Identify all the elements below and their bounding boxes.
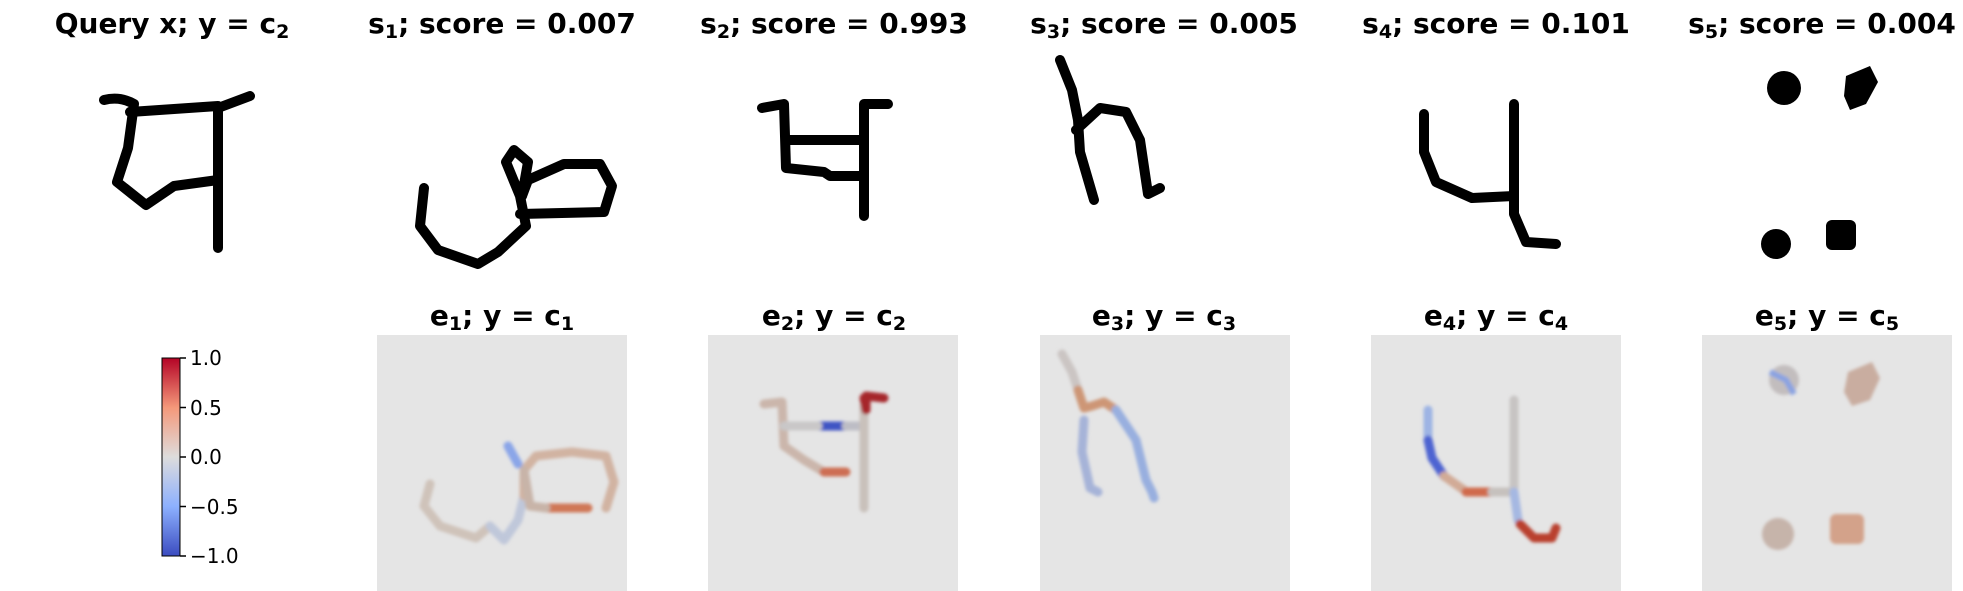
sample-image-4 [1419, 99, 1561, 249]
explanation-title-2: e2; y = c2 [761, 299, 907, 335]
sample-image-3 [1055, 55, 1165, 205]
sample-title-3: s3; score = 0.005 [1030, 7, 1298, 43]
colorbar-tick-neg0.5: −0.5 [190, 495, 239, 519]
query-image [99, 91, 255, 253]
colorbar-tick-0.5: 0.5 [190, 396, 222, 420]
sample-title-4: s4; score = 0.101 [1362, 7, 1630, 43]
explanation-panel-3 [1040, 335, 1290, 591]
explanation-title-3: e3; y = c3 [1091, 299, 1237, 335]
explanation-panel-2 [708, 335, 958, 591]
colorbar [161, 357, 186, 557]
sample-title-5: s5; score = 0.004 [1688, 7, 1956, 43]
sample-image-1 [415, 145, 617, 269]
explanation-title-1: e1; y = c1 [429, 299, 575, 335]
sample-title-1: s1; score = 0.007 [368, 7, 636, 43]
explanation-panel-1 [377, 335, 627, 591]
explanation-title-5: e5; y = c5 [1754, 299, 1900, 335]
colorbar-tick-neg1.0: −1.0 [190, 544, 239, 568]
sample-image-5 [1761, 66, 1878, 259]
explanation-panel-5 [1702, 335, 1952, 591]
colorbar-tick-1.0: 1.0 [190, 346, 222, 370]
sample-title-2: s2; score = 0.993 [700, 7, 968, 43]
sample-image-2 [757, 99, 893, 221]
colorbar-tick-0.0: 0.0 [190, 445, 222, 469]
query-title: Query x; y = c2 [54, 7, 290, 43]
explanation-panel-4 [1371, 335, 1621, 591]
explanation-title-4: e4; y = c4 [1423, 299, 1569, 335]
